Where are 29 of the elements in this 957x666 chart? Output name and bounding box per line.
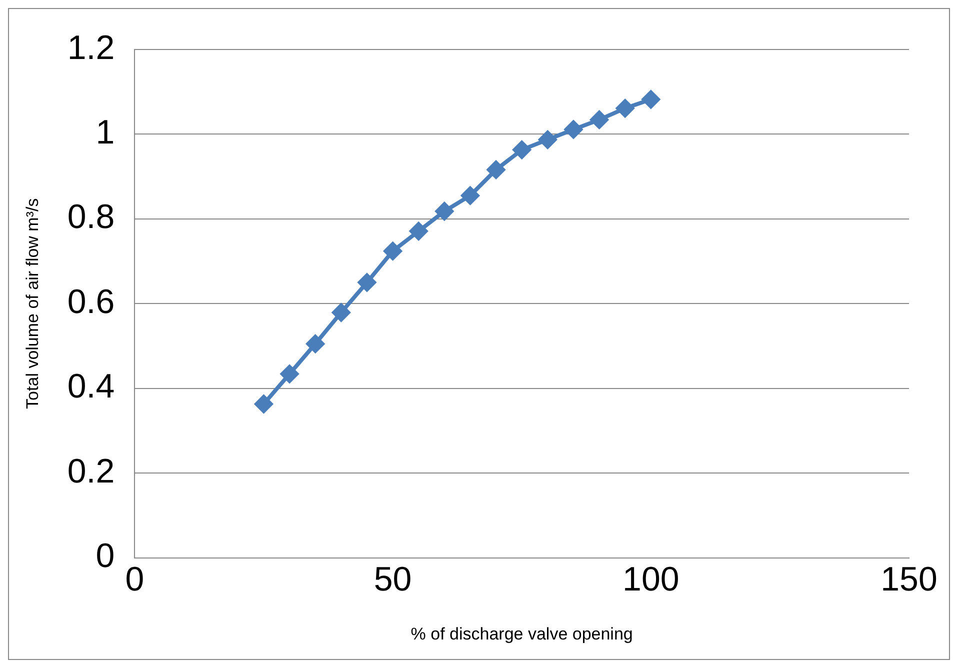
point xyxy=(616,99,634,118)
point xyxy=(384,242,402,260)
point xyxy=(306,334,324,353)
point xyxy=(564,120,582,138)
point xyxy=(280,364,299,383)
point xyxy=(358,273,376,292)
x-tick-label: 50 xyxy=(374,560,412,599)
point xyxy=(487,160,506,179)
y-tick-label: 0.4 xyxy=(67,368,115,406)
y-tick-label: 1 xyxy=(96,114,115,152)
y-tick-label: 0.6 xyxy=(67,282,115,321)
point xyxy=(538,130,557,149)
point xyxy=(642,90,660,108)
point xyxy=(410,222,428,240)
point xyxy=(332,303,350,322)
y-tick-label: 1.2 xyxy=(67,28,115,67)
y-tick-label: 0.8 xyxy=(67,198,115,236)
x-tick-label: 0 xyxy=(125,560,144,599)
point xyxy=(254,395,273,414)
x-tick-label: 100 xyxy=(622,560,680,599)
y-axis-title: Total volume of air flow m³/s xyxy=(22,198,42,409)
point xyxy=(512,140,531,159)
point xyxy=(590,110,608,129)
x-axis-title: % of discharge valve opening xyxy=(410,624,633,644)
point xyxy=(461,186,480,205)
y-tick-label: 0.2 xyxy=(67,452,115,490)
x-tick-label: 150 xyxy=(880,560,938,599)
y-tick-label: 0 xyxy=(96,537,115,576)
point xyxy=(435,202,454,220)
